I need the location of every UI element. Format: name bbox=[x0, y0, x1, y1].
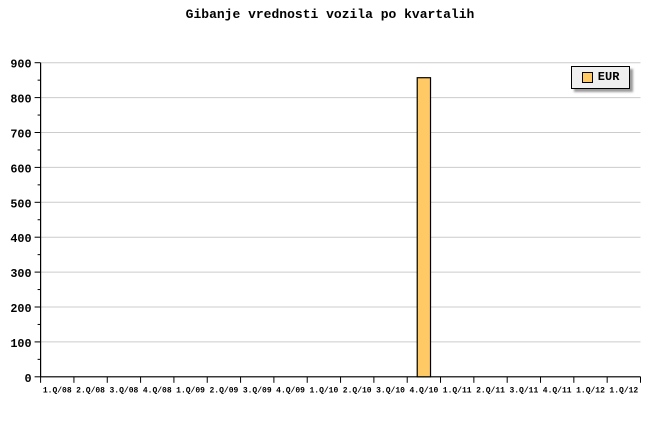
svg-text:2.Q/09: 2.Q/09 bbox=[209, 386, 238, 395]
svg-text:700: 700 bbox=[10, 128, 31, 142]
svg-text:1.Q/12: 1.Q/12 bbox=[576, 386, 605, 395]
svg-text:1.Q/11: 1.Q/11 bbox=[443, 386, 472, 395]
svg-text:900: 900 bbox=[10, 58, 31, 72]
svg-text:500: 500 bbox=[10, 197, 31, 211]
svg-text:0: 0 bbox=[25, 372, 32, 386]
svg-text:1.Q/12: 1.Q/12 bbox=[609, 386, 638, 395]
svg-text:4.Q/09: 4.Q/09 bbox=[276, 386, 305, 395]
svg-text:400: 400 bbox=[10, 232, 31, 246]
svg-text:200: 200 bbox=[10, 302, 31, 316]
svg-text:1.Q/08: 1.Q/08 bbox=[43, 386, 72, 395]
svg-text:3.Q/09: 3.Q/09 bbox=[243, 386, 272, 395]
svg-text:2.Q/11: 2.Q/11 bbox=[476, 386, 505, 395]
svg-text:4.Q/08: 4.Q/08 bbox=[143, 386, 172, 395]
svg-text:300: 300 bbox=[10, 267, 31, 281]
svg-text:3.Q/10: 3.Q/10 bbox=[376, 386, 405, 395]
svg-text:100: 100 bbox=[10, 337, 31, 351]
svg-text:2.Q/10: 2.Q/10 bbox=[343, 386, 372, 395]
svg-text:3.Q/11: 3.Q/11 bbox=[509, 386, 538, 395]
svg-text:800: 800 bbox=[10, 93, 31, 107]
svg-text:4.Q/11: 4.Q/11 bbox=[543, 386, 572, 395]
svg-text:2.Q/08: 2.Q/08 bbox=[76, 386, 105, 395]
svg-text:4.Q/10: 4.Q/10 bbox=[409, 386, 438, 395]
svg-text:1.Q/09: 1.Q/09 bbox=[176, 386, 205, 395]
svg-text:3.Q/08: 3.Q/08 bbox=[110, 386, 139, 395]
svg-text:1.Q/10: 1.Q/10 bbox=[309, 386, 338, 395]
svg-text:600: 600 bbox=[10, 162, 31, 176]
